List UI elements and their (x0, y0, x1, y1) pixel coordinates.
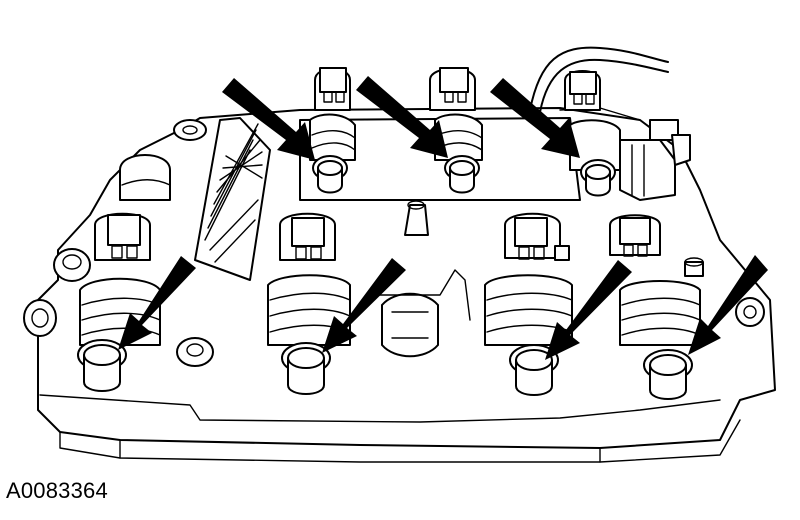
front-solenoid-2 (267, 212, 351, 395)
callout-arrow (356, 76, 448, 158)
figure-id-label: A0083364 (6, 478, 108, 503)
callout-arrow (322, 258, 406, 353)
callout-arrow (222, 78, 315, 160)
callout-arrow (490, 78, 580, 158)
callout-arrows (118, 76, 768, 360)
rear-solenoid-1 (309, 67, 356, 194)
front-solenoid-3 (484, 212, 573, 396)
rear-solenoid-2 (429, 67, 483, 194)
callout-arrow (118, 256, 196, 350)
front-solenoid-4 (554, 214, 704, 400)
rear-solenoid-bank (299, 67, 691, 201)
ribbed-shaft (194, 117, 271, 281)
callout-arrow (545, 260, 632, 360)
rear-solenoid-3 (564, 70, 691, 201)
wiring-harness (529, 46, 669, 113)
center-port (369, 200, 471, 358)
callout-arrow (688, 255, 768, 355)
